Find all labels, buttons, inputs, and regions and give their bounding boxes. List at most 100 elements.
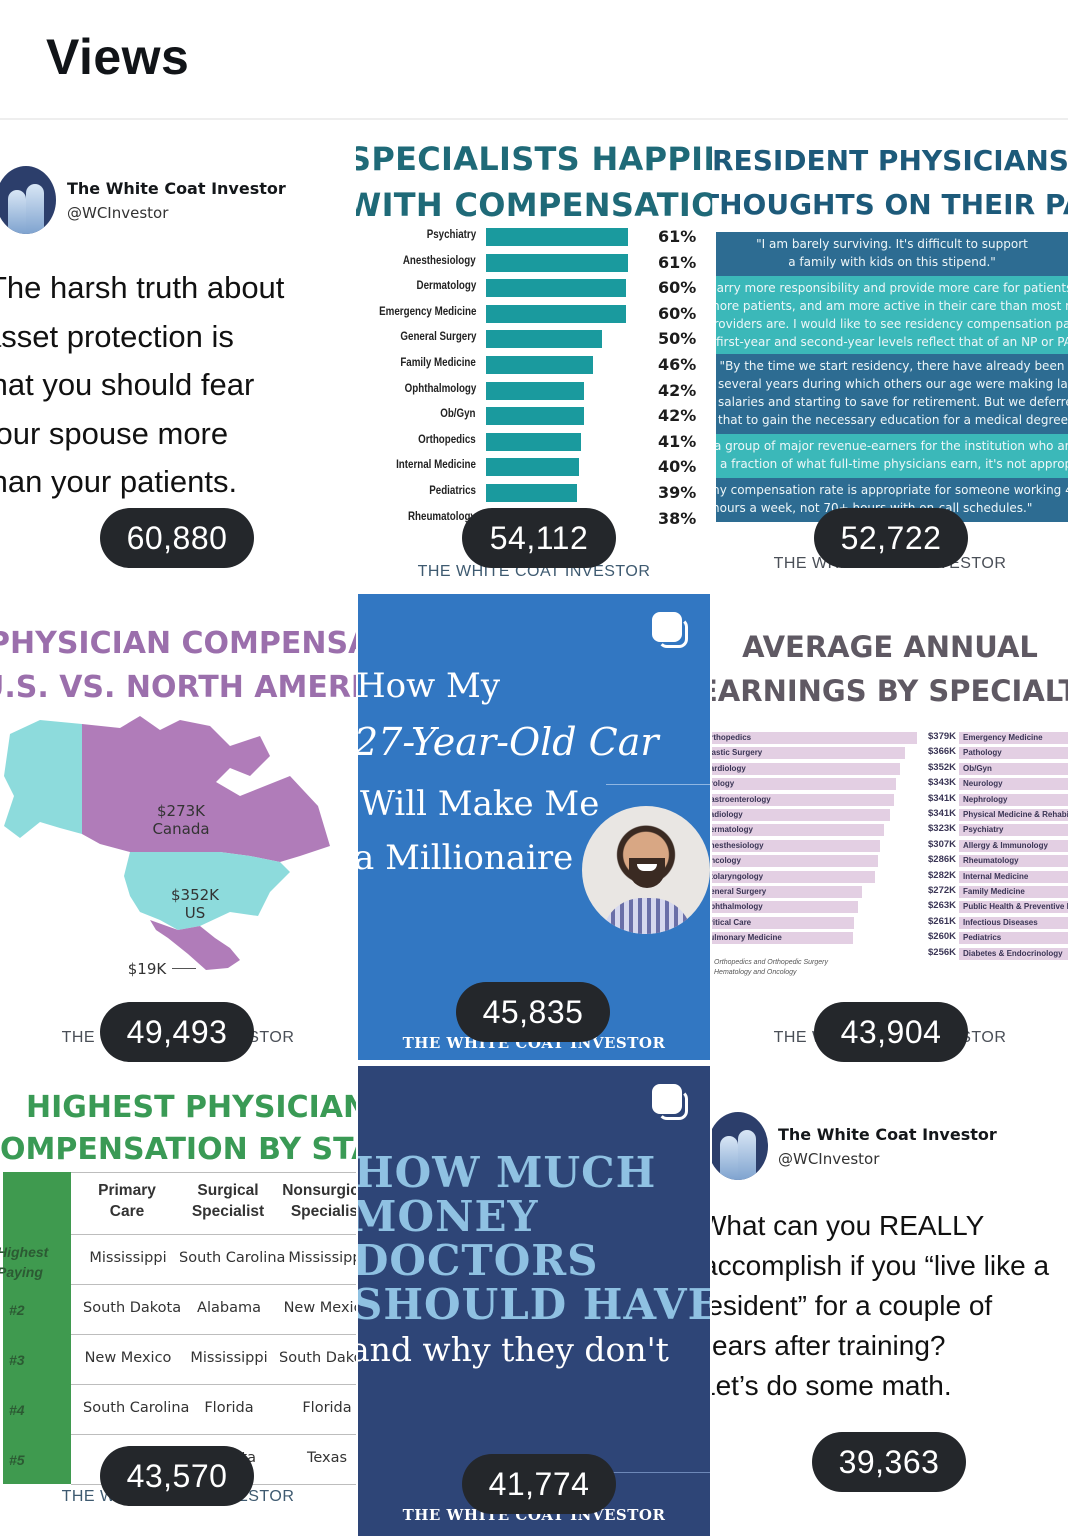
bar-label: Rheumatology [408, 510, 476, 523]
row-rank-label: #2 [9, 1302, 25, 1318]
bar-value: 50% [658, 329, 697, 349]
post-tile-2[interactable]: SPECIALISTS HAPPIEST WITH COMPENSATION P… [356, 122, 712, 592]
tweet-author-handle: @WCInvestor [778, 1149, 880, 1168]
cover-subtitle: and why they don't [358, 1330, 669, 1369]
divider-line [606, 784, 710, 785]
post-tile-1[interactable]: The White Coat Investor @WCInvestor The … [0, 122, 356, 592]
tweet-author-handle: @WCInvestor [67, 203, 169, 222]
cover-line-2: 27-Year-Old Car [358, 720, 659, 764]
quote-block-4: a group of major revenue-earners for the… [716, 434, 1068, 478]
column-header: Surgical Specialist [191, 1182, 265, 1220]
bar-label: Orthopedics [418, 433, 476, 446]
bar-value: 39% [658, 483, 697, 502]
view-count: 54,112 [462, 508, 616, 568]
map-label-us: $352K US [170, 886, 219, 922]
table-cell: South Dakota [279, 1350, 356, 1366]
chart-title-line-1: SPECIALISTS HAPPIEST [356, 140, 712, 178]
tweet-text: The harsh truth about asset protection i… [0, 270, 285, 499]
cover-line-4: a Millionaire [358, 838, 574, 878]
bar-row: Emergency Medicine 60% [356, 303, 712, 325]
table-cell: Mississippi [89, 1250, 167, 1266]
cover-line-2: MONEY [358, 1192, 539, 1241]
bar-label: Emergency Medicine [378, 305, 476, 318]
tweet-text: What can you REALLY accomplish if you “l… [712, 1210, 1050, 1401]
brand-footer: THE WHITE COAT INVESTOR [402, 1034, 666, 1052]
bar-label: Pediatrics [429, 485, 476, 497]
cover-line-3: DOCTORS [358, 1236, 599, 1285]
bar-value: 60% [658, 278, 697, 298]
column-header: Primary Care [98, 1182, 156, 1220]
post-tile-6[interactable]: AVERAGE ANNUAL EARNINGS BY SPECIALTY Ort… [712, 596, 1068, 1066]
post-tile-8[interactable]: HOW MUCH MONEY DOCTORS SHOULD HAVE and w… [358, 1066, 710, 1536]
bar-label: Ophthalmology [404, 382, 476, 395]
bar-value: 42% [658, 380, 697, 400]
view-count: 60,880 [100, 508, 254, 568]
view-count: 52,722 [814, 508, 968, 568]
table-cell: South Carolina [179, 1250, 286, 1266]
map-title-line-2: U.S. VS. NORTH AMERICA [0, 670, 356, 705]
earnings-title-line-1: AVERAGE ANNUAL [742, 630, 1038, 664]
tweet-header: The White Coat Investor @WCInvestor [0, 166, 286, 234]
post-tile-3[interactable]: RESIDENT PHYSICIANS' THOUGHTS ON THEIR P… [712, 122, 1068, 592]
map-label-canada: $273K Canada [152, 802, 210, 838]
post-tile-9[interactable]: The White Coat Investor @WCInvestor What… [712, 1068, 1068, 1536]
table-cell: Mississippi [288, 1250, 356, 1266]
quote-block-2: carry more responsibility and provide mo… [716, 276, 1068, 354]
table-cell: South Carolina [83, 1400, 190, 1416]
cover-line-1: HOW MUCH [358, 1148, 657, 1197]
page-title: Views [46, 29, 190, 85]
bar-label: Ob/Gyn [440, 408, 476, 421]
map-leader-line [172, 968, 196, 969]
cover-line-4: SHOULD HAVE [358, 1280, 710, 1329]
carousel-icon [652, 612, 692, 652]
bar-label: Family Medicine [400, 357, 476, 369]
bar-value: 42% [658, 406, 697, 426]
author-photo [582, 806, 710, 934]
row-rank-label: Highest Paying [0, 1244, 49, 1280]
table-cell: New Mexico [283, 1300, 356, 1316]
map-label-mexico: $19K [127, 960, 167, 978]
tweet-author-name: The White Coat Investor [67, 178, 286, 198]
bar-label: Anesthesiology [403, 254, 476, 267]
bar-value: 40% [658, 457, 697, 477]
bar-label: General Surgery [399, 331, 476, 344]
bar [486, 356, 594, 374]
table-cell: Alabama [197, 1300, 261, 1316]
bar [486, 304, 626, 323]
bar [486, 432, 582, 451]
bar-label: Psychiatry [426, 229, 476, 241]
earnings-title-line-2: EARNINGS BY SPECIALTY [712, 674, 1068, 708]
quote-block-1: "I am barely surviving. It's difficult t… [716, 232, 1068, 276]
bar [486, 381, 584, 400]
bar-row: General Surgery 50% [356, 328, 712, 350]
chart-title-line-2: WITH COMPENSATION [356, 186, 712, 224]
row-rank-label: #3 [9, 1352, 25, 1368]
table-rank-column [3, 1172, 71, 1484]
post-tile-7[interactable]: HIGHEST PHYSICIAN COMPENSATION BY STATE … [0, 1068, 356, 1536]
post-tile-5[interactable]: How My 27-Year-Old Car Will Make Me a Mi… [358, 594, 710, 1060]
bar-row: Internal Medicine 40% [356, 456, 712, 478]
views-header: Views [0, 0, 1068, 120]
bar-value: 38% [658, 508, 697, 528]
cover-line-1: How My [358, 666, 501, 706]
post-tile-4[interactable]: PHYSICIAN COMPENSATION U.S. VS. NORTH AM… [0, 596, 356, 1066]
avatar [0, 166, 56, 234]
bar [486, 484, 577, 502]
bar-value: 61% [658, 227, 697, 246]
bar-value: 61% [658, 252, 697, 272]
table-cell: Mississippi [190, 1350, 268, 1366]
north-america-map [4, 716, 330, 970]
bar [486, 279, 626, 298]
bar-value: 41% [658, 431, 697, 451]
tweet-header: The White Coat Investor @WCInvestor [712, 1112, 997, 1180]
bar-row: Dermatology 60% [356, 277, 712, 299]
column-header: Nonsurgical Specialist [282, 1182, 356, 1220]
quote-block-3: "By the time we start residency, there h… [716, 354, 1068, 434]
table-cell: New Mexico [84, 1350, 172, 1366]
carousel-icon [652, 1084, 692, 1124]
row-rank-label: #4 [9, 1402, 25, 1418]
bar-row: Ophthalmology 42% [356, 380, 712, 402]
view-count: 43,904 [814, 1002, 968, 1062]
view-count: 39,363 [812, 1432, 966, 1492]
bar-row: Orthopedics 41% [356, 431, 712, 453]
